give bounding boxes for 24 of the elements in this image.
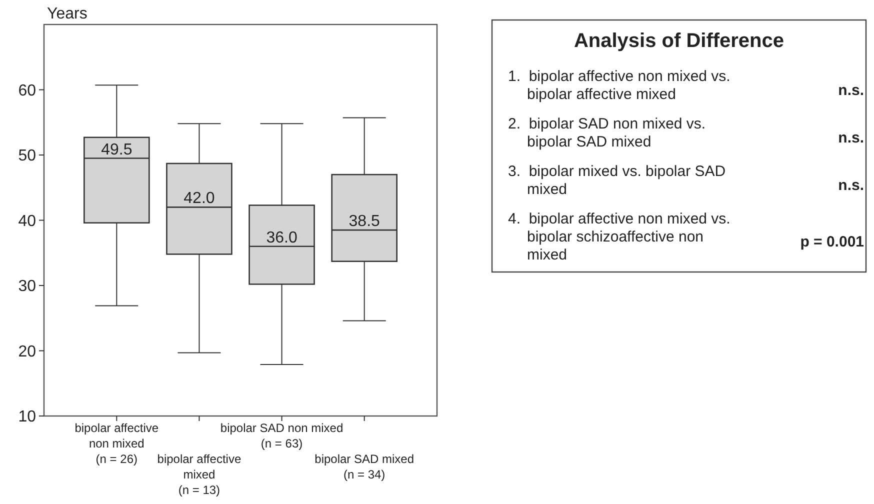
y-tick-label: 40 <box>18 212 36 230</box>
text: 42.0 <box>184 190 215 208</box>
text: 38.5 <box>348 213 380 230</box>
y-tick-label: 30 <box>18 278 36 296</box>
text: 1. bipolar affective non mixed vs. bipolar affective mixed <box>508 68 730 103</box>
y-tick-label: 50 <box>18 148 36 165</box>
text: 36.0 <box>266 229 298 246</box>
x-tick-label: bipolar SAD non mixed (n = 63) <box>220 421 344 450</box>
y-tick-label: 10 <box>18 408 36 426</box>
y-axis-title: Years <box>47 6 88 22</box>
y-tick-label: 20 <box>18 343 36 360</box>
x-tick-label: bipolar SAD mixed (n = 34) <box>314 452 414 482</box>
x-tick-label: bipolar affective non mixed (n = 26) <box>74 421 159 466</box>
text: 2. bipolar SAD non mixed vs. bipolar SAD mixed <box>508 116 706 150</box>
text: n.s. <box>838 130 864 146</box>
y-tick-label: 60 <box>18 82 36 100</box>
text: n.s. <box>838 82 864 99</box>
text: p = 0.001 <box>800 234 864 250</box>
text: Analysis of Difference <box>574 30 784 52</box>
text: n.s. <box>838 177 864 194</box>
text: 4. bipolar affective non mixed vs. bipolar schizoaffective non mixed <box>508 210 730 264</box>
x-tick-label: bipolar affective mixed (n = 13) <box>157 452 242 497</box>
text: 49.5 <box>101 141 132 158</box>
text: 3. bipolar mixed vs. bipolar SAD mixed <box>508 163 726 198</box>
